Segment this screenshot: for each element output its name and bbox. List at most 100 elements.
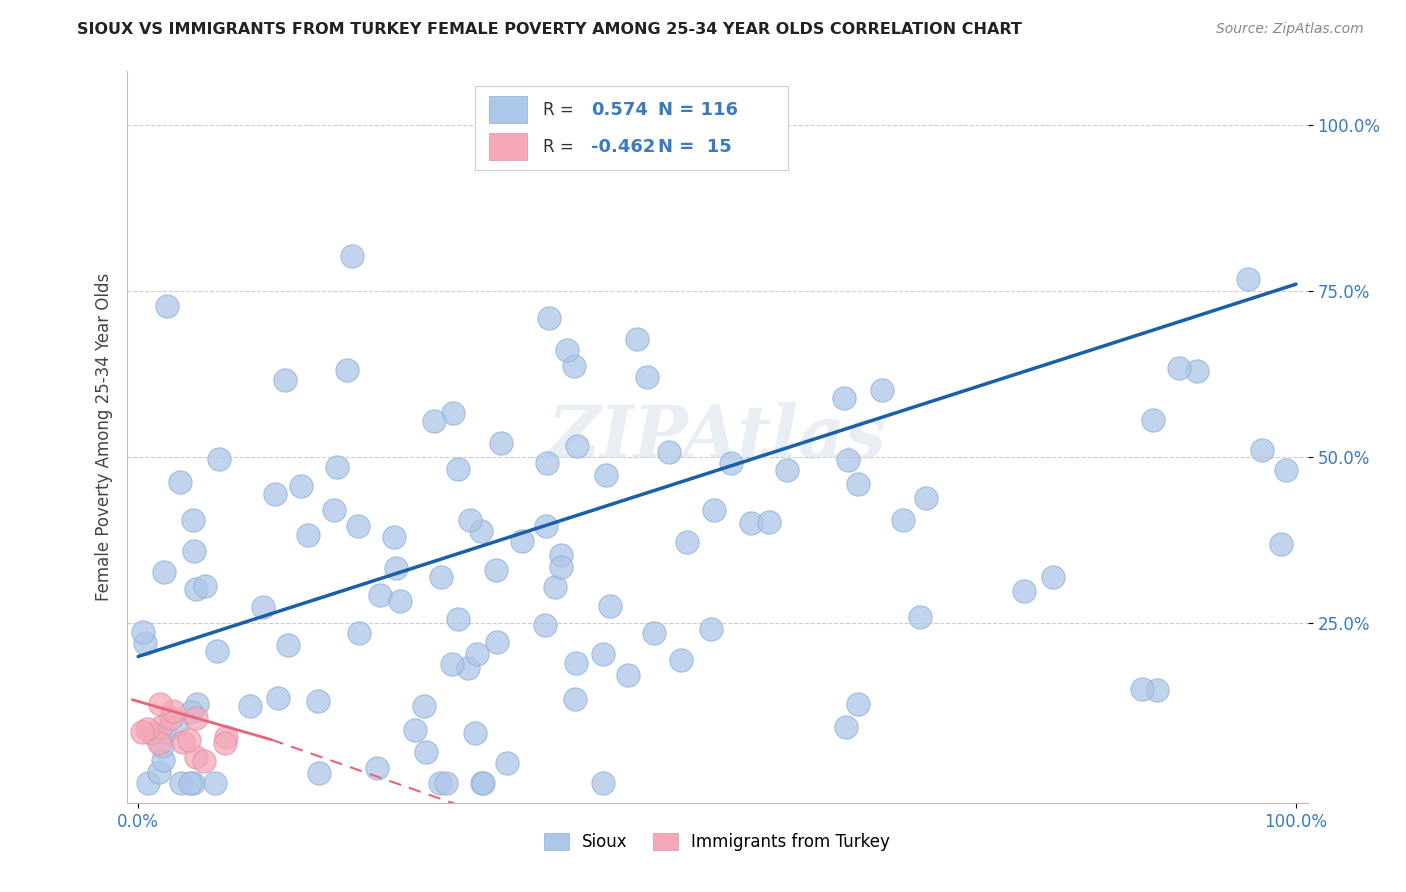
Point (322, 503, 344, 517)
Text: N = 116: N = 116 (658, 101, 738, 119)
Point (193, 754, 215, 768)
Point (156, 299, 179, 313)
Point (643, 626, 665, 640)
Point (136, 776, 159, 790)
Point (465, 647, 488, 661)
Point (429, 776, 451, 790)
Point (132, 624, 155, 639)
Y-axis label: Female Poverty Among 25-34 Year Olds: Female Poverty Among 25-34 Year Olds (94, 273, 112, 601)
Point (148, 736, 170, 750)
Point (1270, 537, 1292, 551)
Point (141, 726, 163, 740)
Point (457, 661, 479, 675)
Point (277, 638, 299, 652)
Point (134, 636, 156, 650)
Point (1237, 272, 1260, 286)
Point (658, 444, 681, 458)
Point (368, 588, 391, 602)
Point (1142, 413, 1164, 427)
Point (872, 383, 894, 397)
Point (536, 456, 558, 470)
Point (564, 691, 586, 706)
Point (758, 515, 780, 529)
Point (179, 776, 201, 790)
Legend: Sioux, Immigrants from Turkey: Sioux, Immigrants from Turkey (537, 826, 897, 858)
Point (846, 476, 869, 491)
Point (915, 491, 938, 505)
Point (169, 475, 191, 490)
Point (544, 580, 567, 594)
Point (592, 776, 614, 790)
Text: SIOUX VS IMMIGRANTS FROM TURKEY FEMALE POVERTY AMONG 25-34 YEAR OLDS CORRELATION: SIOUX VS IMMIGRANTS FROM TURKEY FEMALE P… (77, 22, 1022, 37)
Point (404, 723, 426, 737)
Point (342, 249, 364, 263)
Point (441, 406, 464, 420)
Point (536, 518, 558, 533)
Point (172, 734, 194, 748)
Point (565, 438, 588, 452)
Point (179, 732, 201, 747)
Point (308, 765, 330, 780)
Point (155, 725, 177, 739)
Point (415, 745, 437, 759)
Point (290, 478, 312, 492)
Point (595, 468, 617, 483)
Point (336, 363, 359, 377)
Point (159, 711, 181, 725)
Point (186, 697, 208, 711)
Point (599, 599, 621, 614)
Point (555, 343, 578, 358)
Point (486, 635, 509, 649)
Text: -0.462: -0.462 (591, 137, 655, 155)
Point (458, 513, 481, 527)
FancyBboxPatch shape (475, 86, 787, 170)
Text: ZIPAtlas: ZIPAtlas (548, 401, 886, 473)
Point (441, 657, 464, 672)
Point (908, 610, 931, 624)
Point (382, 530, 405, 544)
Point (675, 535, 697, 549)
Point (183, 776, 205, 790)
Point (207, 452, 229, 467)
Point (464, 726, 486, 740)
Point (1185, 364, 1208, 378)
Point (162, 704, 184, 718)
Point (165, 719, 187, 733)
Point (412, 699, 434, 714)
Point (740, 516, 762, 530)
Point (252, 599, 274, 614)
Point (1250, 442, 1272, 457)
Point (152, 565, 174, 579)
Point (846, 697, 869, 711)
Point (180, 705, 202, 719)
Point (671, 653, 693, 667)
Point (489, 436, 512, 450)
Point (616, 667, 638, 681)
Point (700, 623, 723, 637)
Point (186, 749, 208, 764)
Point (472, 776, 495, 790)
Bar (489, 95, 527, 123)
Point (150, 720, 173, 734)
Point (388, 594, 411, 608)
Point (434, 776, 457, 790)
Point (447, 612, 470, 626)
Point (422, 414, 444, 428)
Point (592, 647, 614, 661)
Text: Source: ZipAtlas.com: Source: ZipAtlas.com (1216, 22, 1364, 37)
Point (148, 697, 170, 711)
Point (703, 502, 725, 516)
Point (307, 694, 329, 708)
Point (297, 527, 319, 541)
Point (562, 359, 585, 373)
Point (1168, 361, 1191, 376)
Point (1274, 463, 1296, 477)
Point (152, 753, 174, 767)
Text: R =: R = (544, 101, 579, 119)
Point (534, 618, 557, 632)
Point (170, 776, 193, 790)
Point (1146, 683, 1168, 698)
Point (1130, 682, 1153, 697)
Point (347, 519, 370, 533)
Text: N =  15: N = 15 (658, 137, 731, 155)
